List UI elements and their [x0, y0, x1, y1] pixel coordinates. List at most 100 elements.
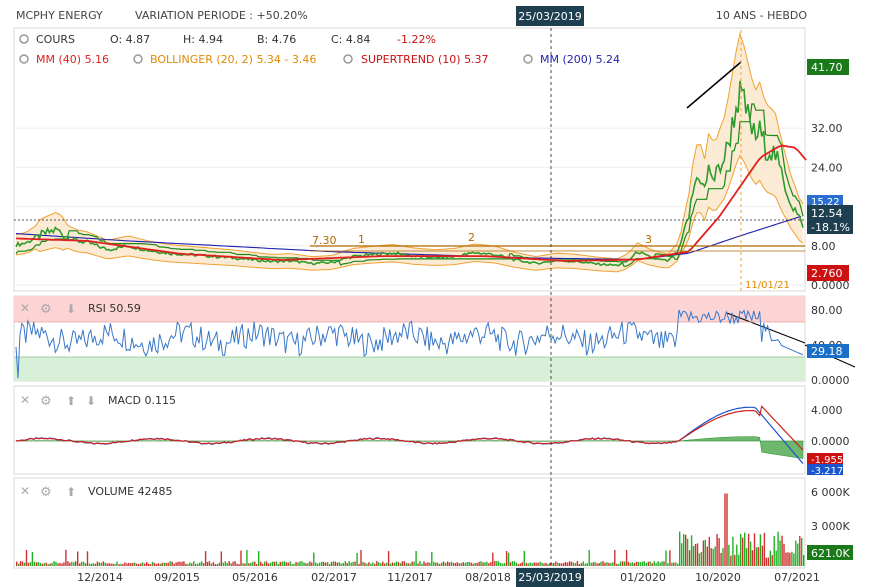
- volume-bar: [307, 563, 309, 566]
- trendline-top: [686, 61, 742, 109]
- volume-bar: [698, 553, 701, 566]
- volume-bar: [425, 563, 427, 566]
- volume-bar: [620, 561, 622, 566]
- volume-bar: [195, 563, 197, 566]
- date-marker-label: 11/01/21: [745, 280, 790, 291]
- volume-bar: [157, 563, 160, 566]
- volume-bar: [657, 561, 659, 566]
- rsi-last-text: 29.18: [811, 345, 843, 358]
- volume-bar: [124, 562, 126, 566]
- volume-bar: [686, 538, 689, 566]
- close-icon[interactable]: ✕: [20, 301, 30, 315]
- gear-icon[interactable]: ⚙: [40, 394, 52, 409]
- volume-bar: [67, 561, 69, 566]
- volume-bar: [238, 564, 240, 566]
- volume-bar: [704, 539, 706, 566]
- volume-bar: [521, 562, 523, 566]
- volume-bar: [265, 561, 268, 566]
- x-axis-ticks: 12/2014 09/2015 05/2016 02/2017 11/2017 08/20…: [77, 571, 820, 584]
- volume-bar: [474, 563, 476, 566]
- close-icon[interactable]: ✕: [20, 484, 30, 498]
- volume-bar: [490, 562, 492, 566]
- volume-bar: [783, 543, 785, 566]
- volume-bar: [726, 493, 728, 566]
- arrow-down-icon[interactable]: ⬇: [66, 302, 76, 316]
- volume-bar: [547, 563, 549, 566]
- volume-bar: [431, 552, 433, 566]
- volume-bar: [391, 562, 394, 566]
- volume-bar: [578, 564, 581, 566]
- volume-bar: [260, 561, 262, 566]
- volume-bar: [163, 562, 165, 566]
- badge-low-text: 2.760: [811, 267, 843, 280]
- volume-bar: [37, 562, 39, 566]
- volume-bar: [98, 562, 100, 566]
- gear-icon[interactable]: [343, 54, 353, 64]
- volume-bar: [692, 546, 695, 566]
- volume-bar: [185, 563, 187, 566]
- volume-bar: [214, 564, 217, 566]
- volume-bar: [151, 561, 154, 566]
- volume-bar: [677, 563, 679, 566]
- gear-icon[interactable]: [133, 54, 143, 64]
- volume-bar: [738, 554, 740, 566]
- volume-bar: [745, 548, 748, 566]
- volume-bar: [696, 543, 699, 566]
- volume-bar: [649, 561, 651, 566]
- volume-tick-3000k: 3 000K: [811, 520, 850, 533]
- volume-bar: [281, 561, 283, 566]
- volume-bar: [332, 561, 335, 566]
- volume-bar: [742, 537, 744, 566]
- volume-bar: [226, 562, 228, 566]
- volume-bar: [744, 532, 746, 566]
- close-icon[interactable]: ✕: [20, 393, 30, 407]
- volume-bar: [283, 561, 285, 566]
- volume-bar: [702, 540, 705, 566]
- cursor-date-text-bottom: 25/03/2019: [518, 571, 581, 584]
- volume-bar: [557, 562, 559, 566]
- volume-bar: [651, 563, 653, 566]
- gear-icon[interactable]: ⚙: [40, 485, 52, 500]
- volume-bar: [494, 561, 496, 566]
- volume-bar: [130, 563, 132, 566]
- volume-bar: [155, 563, 158, 566]
- volume-bar: [460, 562, 463, 566]
- volume-bar: [598, 563, 600, 566]
- gear-icon[interactable]: ⚙: [40, 302, 52, 317]
- volume-bar: [564, 562, 567, 566]
- volume-bar: [627, 561, 630, 566]
- gear-icon[interactable]: [19, 54, 29, 64]
- volume-bar: [559, 563, 561, 566]
- volume-bar: [645, 562, 647, 566]
- legend-mm200: MM (200) 5.24: [540, 53, 620, 66]
- volume-bar: [311, 562, 313, 566]
- volume-bar: [145, 562, 148, 566]
- x-tick-label: 09/2015: [154, 571, 200, 584]
- volume-bar: [779, 540, 781, 566]
- volume-bar: [592, 562, 594, 566]
- volume-bar: [100, 562, 102, 566]
- volume-bar: [525, 562, 527, 566]
- volume-bar: [191, 563, 193, 566]
- volume-bar: [602, 561, 604, 566]
- volume-bar: [27, 562, 30, 566]
- volume-bar: [330, 561, 333, 566]
- macd-tick-0: 0.0000: [811, 435, 850, 448]
- volume-bar: [165, 563, 167, 566]
- volume-bar: [529, 562, 531, 566]
- volume-bar: [403, 561, 405, 566]
- volume-bar: [73, 562, 75, 566]
- volume-bar: [368, 562, 370, 566]
- arrow-up-icon[interactable]: ⬆: [66, 485, 76, 499]
- volume-bar: [279, 561, 281, 566]
- volume-bar: [153, 562, 156, 566]
- volume-bar: [374, 563, 376, 566]
- volume-bar: [309, 561, 311, 566]
- gear-icon[interactable]: [523, 54, 533, 64]
- volume-bar: [360, 550, 362, 566]
- arrow-up-icon[interactable]: ⬆: [66, 394, 76, 408]
- gear-icon[interactable]: [19, 34, 29, 44]
- arrow-down-icon[interactable]: ⬇: [86, 394, 96, 408]
- volume-bar: [533, 562, 535, 566]
